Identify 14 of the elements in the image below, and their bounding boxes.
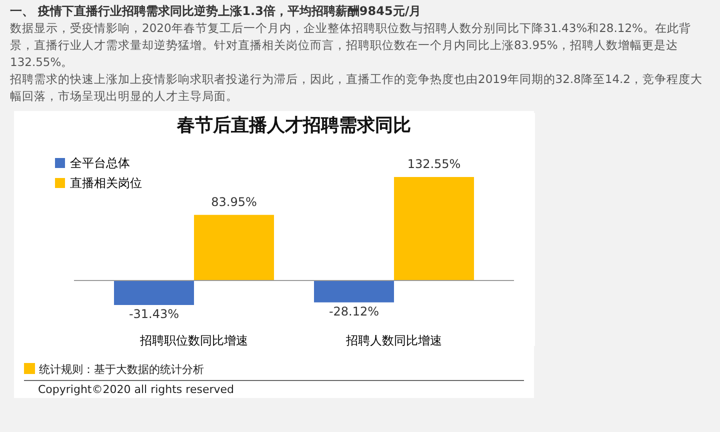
data-label: -31.43% — [128, 307, 180, 321]
x-tick-label: 招聘人数同比增速 — [345, 334, 442, 348]
legend-label: 直播相关岗位 — [70, 176, 142, 190]
text: 数据显示，受疫情影响，2020年春节复工后一个月内，企业整体招聘职位数与招聘人数分别同比下降31.43%和28.12%。在此背景，直播行业人才需求量却逆势猛增。针对直播相关岗位而言，招聘职位数在一个月内同比上涨83.95%，招聘人数增幅更是达132.55%。 — [10, 20, 692, 71]
chart-title: 春节后直播人才招聘需求同比 — [176, 115, 411, 136]
legend-label: 全平台总体 — [70, 156, 130, 170]
data-label: -28.12% — [328, 304, 380, 318]
text: Copyright©2020 all rights reserved — [24, 380, 524, 396]
x-tick-label: 招聘职位数同比增速 — [139, 334, 248, 348]
data-label: 83.95% — [211, 194, 257, 209]
text: 一、 疫情下直播行业招聘需求同比逆势上涨1.3倍，平均招聘薪酬9845元/月 — [10, 3, 422, 20]
data-label: 132.55% — [407, 157, 461, 171]
text: 招聘需求的快速上涨加上疫情影响求职者投递行为滞后，因此，直播工作的竞争热度也由2019年同期的32.8降至14.2，竞争程度大幅回落，市场呈现出明显的人才主导局面。 — [10, 71, 704, 105]
text: 统计规则：基于大数据的统计分析 — [38, 362, 205, 377]
